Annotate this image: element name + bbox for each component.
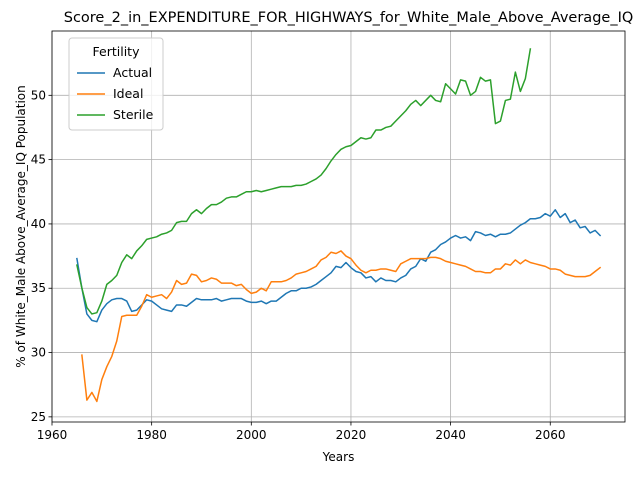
y-tick-label: 30 [31,346,46,360]
x-axis: 1960 1980 2000 2020 2040 2060 [37,422,566,442]
y-tick-label: 45 [31,153,46,167]
x-axis-label: Years [322,450,355,464]
legend-label-ideal: Ideal [113,86,143,101]
x-tick-label: 2020 [336,428,367,442]
legend-title: Fertility [93,44,141,59]
series-layer [76,48,602,403]
y-axis: 25 30 35 40 45 50 [31,88,52,424]
legend-label-sterile: Sterile [113,107,154,122]
series-line-ideal [81,250,602,403]
plot-frame [51,30,626,423]
x-tick-label: 1960 [37,428,68,442]
x-tick-label: 1980 [136,428,167,442]
y-tick-label: 50 [31,88,46,102]
legend: Fertility Actual Ideal Sterile [68,37,164,131]
x-tick-label: 2000 [236,428,267,442]
y-axis-label: % of White_Male Above_Average_IQ Populat… [14,85,28,368]
chart-title: Score_2_in_EXPENDITURE_FOR_HIGHWAYS_for_… [64,10,634,26]
x-tick-label: 2060 [535,428,566,442]
x-tick-label: 2040 [435,428,466,442]
y-tick-label: 40 [31,217,46,231]
legend-box [68,37,164,131]
legend-label-actual: Actual [113,65,152,80]
series-line-actual [76,209,602,323]
y-tick-label: 35 [31,281,46,295]
y-tick-label: 25 [31,410,46,424]
grid [51,31,625,422]
series-line-sterile [76,48,532,315]
